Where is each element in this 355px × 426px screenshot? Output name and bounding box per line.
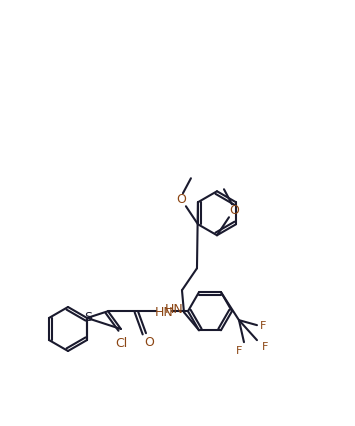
Text: Cl: Cl [115, 337, 127, 350]
Text: O: O [176, 192, 186, 205]
Text: F: F [260, 320, 266, 331]
Text: O: O [229, 203, 239, 216]
Text: O: O [144, 335, 154, 348]
Text: HN: HN [154, 305, 173, 318]
Text: F: F [236, 345, 242, 355]
Text: F: F [262, 341, 268, 351]
Text: HN: HN [165, 302, 183, 315]
Text: S: S [84, 311, 92, 324]
